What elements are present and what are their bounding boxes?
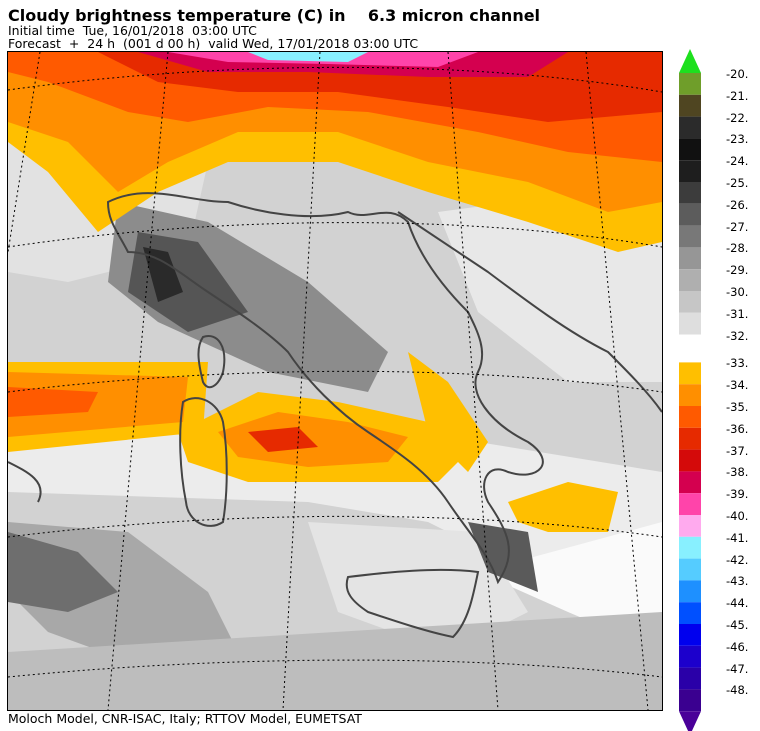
colorbar-swatch (679, 203, 701, 226)
colorbar-label: -25. (726, 176, 749, 190)
brightness-temperature-map (7, 51, 663, 711)
colorbar-label: -47. (726, 661, 749, 676)
map-canvas (8, 52, 662, 710)
forecast-valid-time: Forecast + 24 h (001 d 00 h) valid Wed, … (8, 36, 419, 51)
colorbar-swatch (679, 645, 701, 668)
colorbar-label: -31. (726, 306, 749, 321)
colorbar-swatch (679, 427, 701, 450)
colorbar-swatch (679, 269, 701, 291)
colorbar-label: -44. (726, 596, 749, 611)
colorbar-label: -38. (726, 465, 749, 480)
colorbar-label: -41. (726, 530, 749, 545)
colorbar-swatch (679, 624, 701, 646)
colorbar-swatch (679, 667, 701, 690)
colorbar-label: -45. (726, 618, 749, 632)
colorbar-top-arrow (679, 49, 701, 73)
colorbar-label: -24. (726, 154, 749, 169)
colorbar-label: -37. (726, 443, 749, 458)
colorbar-label: -22. (726, 110, 749, 125)
colorbar-swatch (679, 225, 701, 248)
colorbar-swatch (679, 73, 701, 95)
map-title: Cloudy brightness temperature (C) in 6.3… (8, 6, 541, 25)
colorbar-swatch (679, 312, 701, 335)
colorbar-label: -27. (726, 219, 749, 234)
colorbar-swatch (679, 182, 701, 204)
colorbar-swatch (679, 138, 701, 161)
colorbar-label: -39. (726, 487, 749, 502)
colorbar-label: -23. (726, 132, 749, 147)
colorbar-swatch (679, 471, 701, 494)
colorbar-swatch (679, 536, 701, 559)
colorbar-label: -21. (726, 88, 749, 103)
colorbar-label: -32. (726, 328, 749, 343)
colorbar-swatch (679, 449, 701, 472)
colorbar-swatch (679, 116, 701, 139)
colorbar-label: -20. (726, 67, 749, 81)
colorbar-swatch (679, 334, 701, 357)
colorbar-label: -30. (726, 285, 749, 299)
colorbar-swatch (679, 515, 701, 537)
colorbar-swatch (679, 362, 701, 385)
colorbar-swatch (679, 602, 701, 624)
colorbar-swatch (679, 160, 701, 182)
credits-footer: Moloch Model, CNR-ISAC, Italy; RTTOV Mod… (8, 711, 362, 726)
colorbar-label: -29. (726, 263, 749, 278)
colorbar-label: -40. (726, 509, 749, 523)
colorbar-label: -36. (726, 421, 749, 436)
colorbar-swatch (679, 247, 701, 270)
colorbar-label: -43. (726, 574, 749, 589)
initial-time: Initial time Tue, 16/01/2018 03:00 UTC (8, 23, 257, 38)
colorbar-label: -26. (726, 197, 749, 212)
colorbar-label: -46. (726, 639, 749, 654)
colorbar-bottom-arrow (679, 711, 701, 731)
colorbar-swatch (679, 384, 701, 406)
colorbar-swatch (679, 291, 701, 313)
colorbar-label: -28. (726, 241, 749, 256)
colorbar-swatch (679, 558, 701, 581)
colorbar-label: -33. (726, 356, 749, 371)
colorbar-swatch (679, 94, 701, 117)
colorbar-label: -48. (726, 683, 749, 698)
colorbar-swatch (679, 406, 701, 428)
colorbar-label: -34. (726, 378, 749, 393)
colorbar-swatch (679, 493, 701, 515)
colorbar-swatch (679, 580, 701, 603)
colorbar-label: -42. (726, 552, 749, 567)
colorbar-label: -35. (726, 400, 749, 414)
colorbar-swatch (679, 689, 701, 712)
